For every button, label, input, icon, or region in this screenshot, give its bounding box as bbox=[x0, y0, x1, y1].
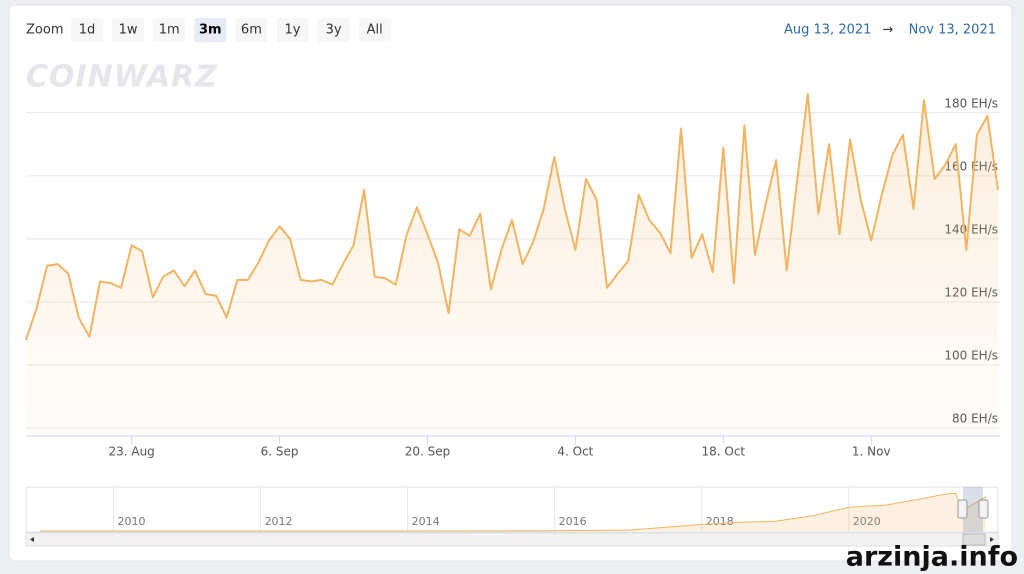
navigator-tick-label: 2020 bbox=[853, 515, 881, 528]
range-from[interactable]: Aug 13, 2021 bbox=[784, 23, 871, 38]
x-tick-label: 18. Oct bbox=[701, 445, 745, 459]
navigator-handle-right[interactable] bbox=[978, 499, 989, 519]
range-button[interactable] bbox=[112, 18, 145, 42]
navigator-frame bbox=[25, 486, 999, 533]
range-button[interactable] bbox=[153, 18, 186, 42]
navigator: 2010 2012 2014 2016 2018 2020 bbox=[40, 487, 987, 532]
range-to[interactable]: Nov 13, 2021 bbox=[909, 23, 996, 38]
range-button-label[interactable]: All bbox=[367, 23, 383, 38]
range-button-label[interactable]: 1y bbox=[285, 23, 301, 38]
x-tick-label: 4. Oct bbox=[557, 445, 593, 459]
plot-area: 80 EH/s100 EH/s120 EH/s140 EH/s160 EH/s1… bbox=[25, 92, 1000, 459]
navigator-tick-label: 2010 bbox=[118, 515, 146, 528]
x-tick-label: 1. Nov bbox=[852, 445, 891, 459]
range-button[interactable] bbox=[276, 18, 309, 42]
x-tick-label: 23. Aug bbox=[108, 445, 154, 459]
range-button[interactable] bbox=[317, 18, 350, 42]
range-button-label[interactable]: 3m bbox=[199, 23, 222, 38]
range-button-label[interactable]: 1m bbox=[159, 23, 180, 38]
scroll-left-arrow[interactable] bbox=[30, 537, 34, 542]
zoom-label: Zoom bbox=[26, 23, 63, 38]
y-tick-label: 180 EH/s bbox=[944, 96, 998, 110]
area-fill bbox=[26, 93, 998, 437]
scroll-right-arrow[interactable] bbox=[990, 537, 994, 542]
range-button-label[interactable]: 3y bbox=[326, 23, 342, 38]
series-line bbox=[25, 92, 999, 341]
range-buttons: 1d 1w 1m 3m 6m 1y 3y All bbox=[71, 18, 391, 42]
range-button-label[interactable]: 1d bbox=[79, 23, 96, 38]
navigator-selection bbox=[963, 487, 983, 532]
range-button[interactable] bbox=[358, 18, 391, 42]
navigator-handle-left[interactable] bbox=[957, 499, 968, 519]
range-button[interactable] bbox=[194, 18, 227, 42]
navigator-tick-label: 2016 bbox=[559, 515, 587, 528]
site-watermark: arzinja.info bbox=[846, 542, 1018, 573]
navigator-area bbox=[40, 493, 987, 531]
navigator-tick-label: 2012 bbox=[265, 515, 293, 528]
scrollbar-thumb[interactable] bbox=[962, 533, 986, 546]
range-button-label[interactable]: 6m bbox=[241, 23, 262, 38]
x-tick-label: 20. Sep bbox=[405, 445, 451, 459]
range-arrow: → bbox=[883, 23, 894, 38]
range-button-label[interactable]: 1w bbox=[119, 23, 138, 38]
navigator-tick-label: 2014 bbox=[412, 515, 440, 528]
x-tick-label: 6. Sep bbox=[261, 445, 299, 459]
range-button[interactable] bbox=[235, 18, 268, 42]
scrollbar-track[interactable] bbox=[25, 532, 999, 547]
navigator-tick-label: 2018 bbox=[706, 515, 734, 528]
navigator-line bbox=[40, 492, 987, 532]
watermark-logo: COINWARZ bbox=[26, 60, 218, 95]
range-button[interactable] bbox=[71, 18, 103, 42]
